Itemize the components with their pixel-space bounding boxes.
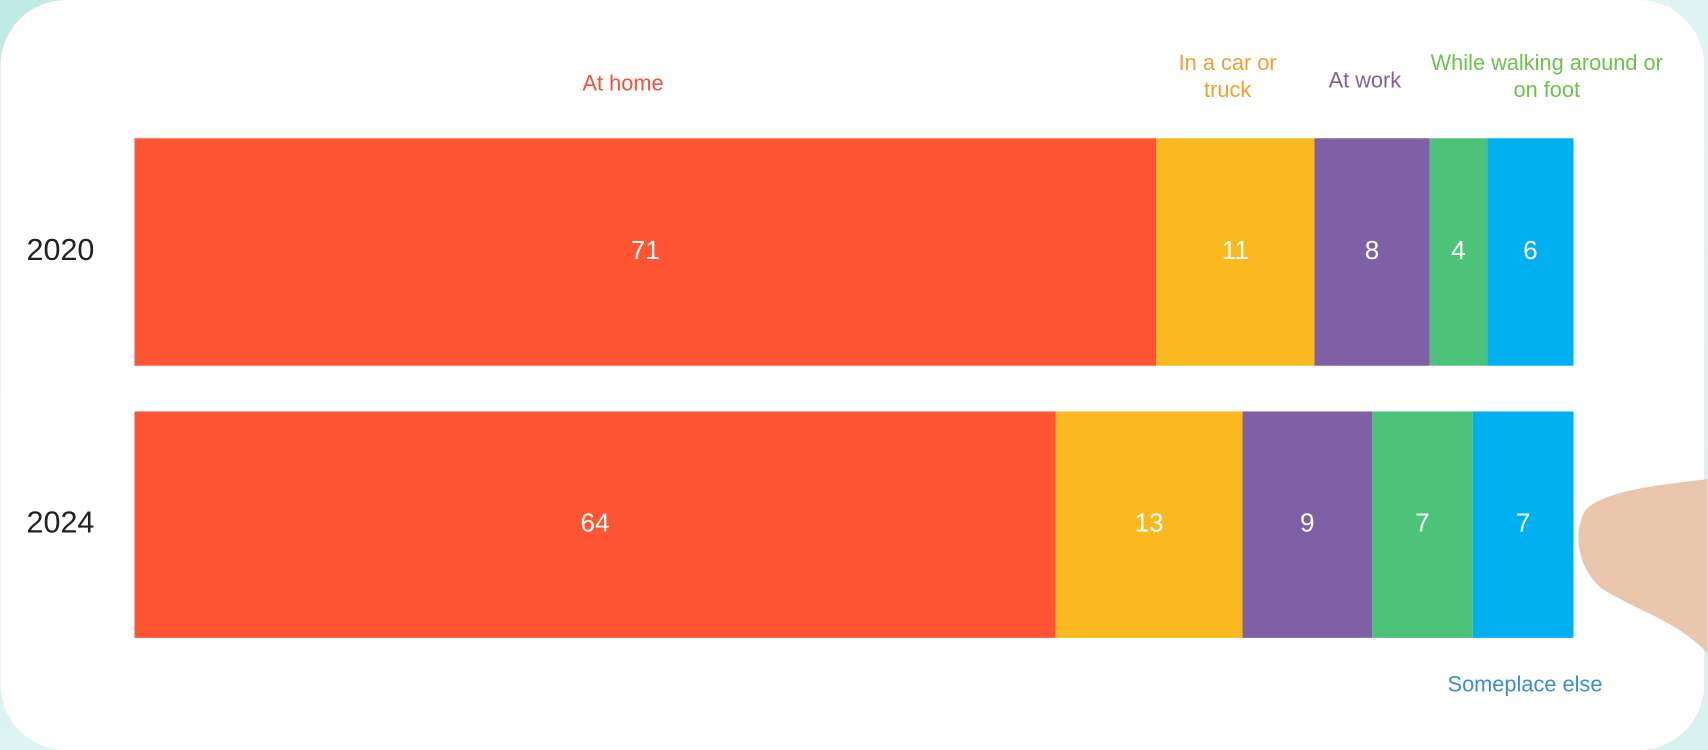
value-label: 7 xyxy=(1516,508,1531,538)
bar-segment xyxy=(134,411,1056,638)
value-label: 11 xyxy=(1222,235,1249,265)
legend-label: At work xyxy=(1328,66,1402,92)
value-label: 4 xyxy=(1451,235,1466,265)
value-label: 13 xyxy=(1134,508,1163,538)
value-label: 6 xyxy=(1523,235,1538,265)
y-tick-label: 2020 xyxy=(27,233,95,267)
bar-segment xyxy=(1156,138,1315,366)
bar-segment xyxy=(1314,138,1430,366)
bar-segment xyxy=(1055,411,1243,638)
bar-segment xyxy=(1472,411,1574,638)
legend-label: Someplace else xyxy=(1447,671,1603,697)
legend-label: While walking around or on foot xyxy=(1430,50,1663,103)
bar-segment xyxy=(134,138,1157,366)
y-tick-label: 2024 xyxy=(27,506,95,540)
bar-segment xyxy=(1372,411,1473,638)
legend-label: At home xyxy=(582,70,664,96)
legend-label: In a car or truck xyxy=(1178,50,1277,103)
value-label: 9 xyxy=(1300,508,1315,538)
value-label: 7 xyxy=(1415,508,1430,538)
bar-segment xyxy=(1487,138,1574,366)
value-label: 71 xyxy=(631,235,660,265)
bar-segment xyxy=(1242,411,1373,638)
bar-segment xyxy=(1429,138,1488,366)
hand-decoration xyxy=(1578,478,1708,654)
value-label: 8 xyxy=(1365,235,1380,265)
value-label: 64 xyxy=(580,508,609,538)
